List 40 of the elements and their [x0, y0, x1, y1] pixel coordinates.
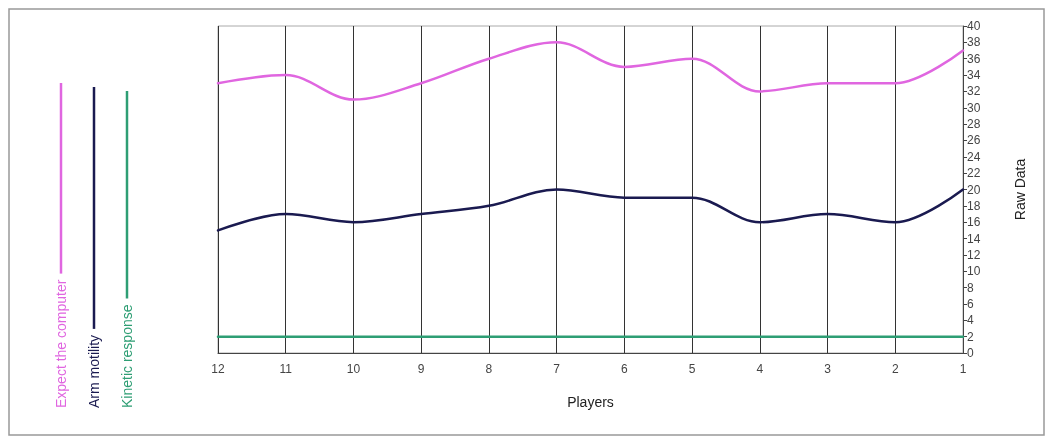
y-tick-label: 12	[967, 247, 981, 262]
x-tick-label: 9	[417, 362, 425, 376]
x-tick-label: 1	[959, 362, 967, 376]
x-tick-label: 5	[688, 362, 696, 376]
y-tick-label: 20	[967, 182, 981, 197]
y-tick-label: 24	[967, 149, 981, 164]
y-tick-label: 0	[967, 346, 974, 360]
x-axis-title: Players	[567, 394, 614, 410]
y-tick-label: 30	[967, 100, 981, 115]
y-tick-label: 14	[967, 231, 981, 246]
y-tick-label: 10	[967, 264, 981, 279]
y-tick-label: 28	[967, 117, 981, 132]
x-tick-label: 8	[485, 362, 493, 376]
y-tick-label: 6	[967, 296, 974, 311]
line-series	[216, 41, 965, 101]
y-tick-label: 8	[967, 280, 974, 295]
y-tick-label: 26	[967, 133, 981, 148]
y-tick-label: 18	[967, 198, 981, 213]
x-tick-label: 11	[279, 362, 293, 376]
x-tick-label: 4	[756, 362, 764, 376]
y-axis-title: Raw Data	[1012, 158, 1028, 221]
y-tick-label: 38	[967, 35, 981, 50]
y-tick-label: 32	[967, 84, 981, 99]
y-tick-label: 36	[967, 51, 981, 66]
x-tick-label: 6	[621, 362, 629, 376]
y-tick-label: 40	[967, 19, 981, 33]
line-series	[216, 188, 965, 232]
x-tick-label: 12	[211, 362, 225, 376]
y-tick-label: 16	[967, 215, 981, 230]
x-tick-label: 10	[346, 362, 361, 376]
text: Kinetic response	[119, 304, 135, 408]
y-tick-label: 2	[967, 329, 974, 344]
text: Expect the computer	[53, 279, 69, 408]
x-tick-label: 7	[553, 362, 561, 376]
x-tick-label: 3	[824, 362, 832, 376]
y-tick-label: 4	[967, 313, 974, 328]
y-tick-label: 34	[967, 68, 981, 83]
y-tick-label: 22	[967, 166, 981, 181]
text: Arm motility	[86, 334, 102, 408]
x-tick-label: 2	[891, 362, 899, 376]
